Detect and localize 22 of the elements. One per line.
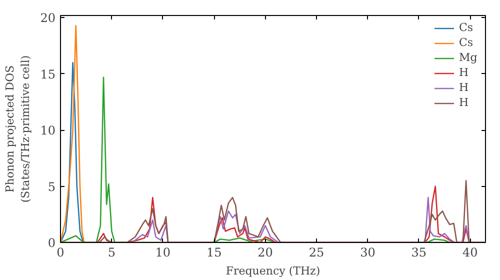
legend-label: Cs bbox=[459, 36, 474, 49]
x-tick-label: 20 bbox=[258, 246, 273, 260]
y-tick-label: 0 bbox=[48, 236, 56, 250]
x-tick-label: 10 bbox=[155, 246, 171, 260]
x-tick-label: 35 bbox=[411, 246, 427, 260]
y-tick-label: 5 bbox=[48, 180, 56, 194]
y-tick-label: 15 bbox=[40, 67, 56, 82]
x-axis-title: Frequency (THz) bbox=[226, 264, 320, 278]
legend-label: H bbox=[459, 66, 470, 79]
x-tick-label: 15 bbox=[206, 246, 222, 260]
legend-label: H bbox=[459, 81, 470, 94]
x-tick-label: 40 bbox=[462, 246, 478, 260]
y-axis-title: Phonon projected DOS (States/THz·primitive cell) bbox=[4, 55, 32, 203]
legend-label: Mg bbox=[459, 51, 478, 64]
legend-label: Cs bbox=[459, 21, 474, 34]
y-tick-label: 20 bbox=[40, 11, 56, 26]
y-tick-label: 10 bbox=[40, 124, 56, 138]
x-tick-label: 0 bbox=[56, 246, 64, 260]
x-tick-label: 25 bbox=[308, 246, 324, 260]
x-tick-label: 5 bbox=[108, 246, 116, 260]
legend-label: H bbox=[459, 96, 470, 109]
x-tick-label: 30 bbox=[360, 246, 376, 260]
